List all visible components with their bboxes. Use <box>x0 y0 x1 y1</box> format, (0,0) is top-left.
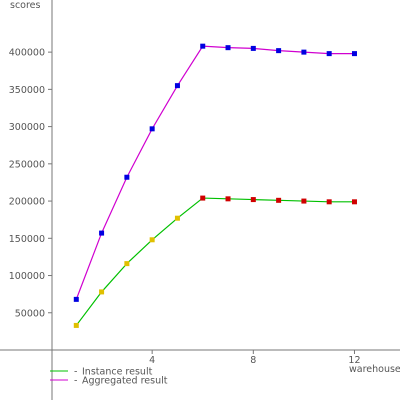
legend-label: Instance result <box>82 367 153 378</box>
y-tick-label: 350000 <box>9 85 45 96</box>
marker <box>225 196 231 202</box>
marker <box>200 43 206 49</box>
x-tick-label: 8 <box>250 355 256 366</box>
marker <box>225 45 231 51</box>
legend-label: Aggregated result <box>82 376 168 387</box>
marker <box>351 51 357 57</box>
marker <box>149 126 155 132</box>
y-tick-label: 250000 <box>9 159 45 170</box>
marker <box>99 230 105 236</box>
marker <box>174 83 180 89</box>
y-tick-label: 400000 <box>9 48 45 59</box>
legend-dash: - <box>74 376 77 387</box>
marker <box>200 195 206 201</box>
marker <box>73 296 79 302</box>
marker <box>301 49 307 55</box>
marker <box>276 197 282 203</box>
marker <box>99 289 105 295</box>
series-line <box>75 197 355 326</box>
marker <box>73 322 79 328</box>
x-tick-label: 4 <box>149 355 155 366</box>
marker <box>124 174 130 180</box>
series-line <box>75 45 355 300</box>
marker <box>276 48 282 54</box>
y-tick-label: 200000 <box>9 197 45 208</box>
y-tick-label: 50000 <box>15 308 45 319</box>
marker <box>301 198 307 204</box>
marker <box>124 261 130 267</box>
marker <box>351 199 357 205</box>
y-tick-label: 150000 <box>9 234 45 245</box>
x-tick-label: 12 <box>348 355 360 366</box>
y-tick-label: 100000 <box>9 271 45 282</box>
marker <box>326 199 332 205</box>
marker <box>149 237 155 243</box>
marker <box>250 45 256 51</box>
legend-dash: - <box>74 367 77 378</box>
marker <box>250 197 256 203</box>
x-axis-label: warehouses <box>349 364 400 375</box>
marker <box>326 51 332 57</box>
y-tick-label: 300000 <box>9 122 45 133</box>
marker <box>174 215 180 221</box>
y-axis-label: scores <box>10 0 41 11</box>
